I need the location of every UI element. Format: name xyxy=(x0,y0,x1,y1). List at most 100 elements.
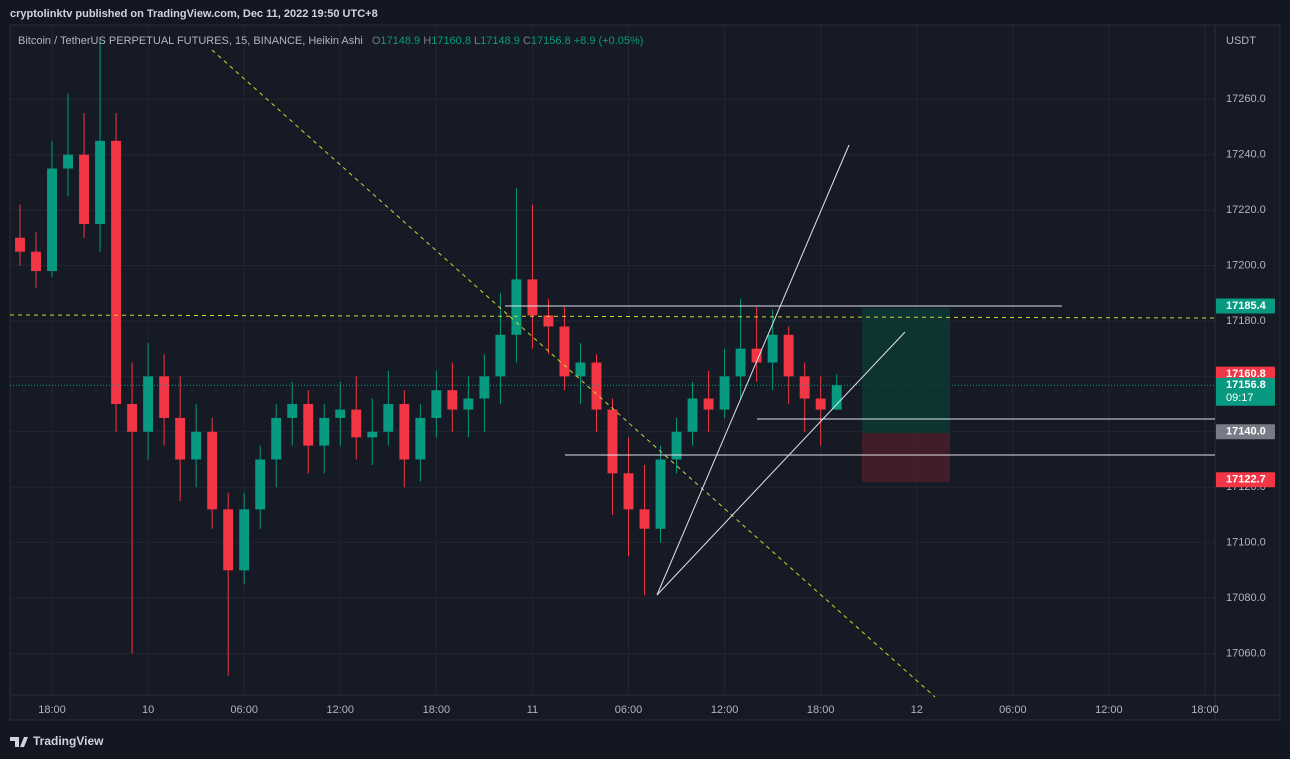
logo xyxy=(10,737,28,747)
x-tick-label: 12 xyxy=(911,704,923,716)
candle-body xyxy=(623,473,634,510)
ohlc-key: H xyxy=(423,35,431,47)
candle-body xyxy=(223,509,234,571)
candle-body xyxy=(799,376,810,399)
candle-body xyxy=(463,398,474,410)
ohlc-key: O xyxy=(372,35,381,47)
candle-body xyxy=(335,409,346,418)
countdown: 09:17 xyxy=(1226,392,1254,404)
long-stop-zone xyxy=(862,433,950,482)
symbol: Bitcoin / TetherUS PERPETUAL FUTURES, 15… xyxy=(18,35,363,47)
horizontal-line xyxy=(9,314,1216,319)
candle-body xyxy=(287,404,298,418)
y-tick-label: 17080.0 xyxy=(1226,592,1266,604)
brand: TradingView xyxy=(10,734,104,748)
trend-line xyxy=(656,331,906,596)
candle-body xyxy=(543,315,554,327)
y-tick-label: 17060.0 xyxy=(1226,647,1266,659)
ohlc-value: 17148.9 xyxy=(480,35,520,47)
ohlc-key: C xyxy=(523,35,531,47)
y-tick-label: 17180.0 xyxy=(1226,315,1266,327)
candle-body xyxy=(79,154,90,224)
candle-body xyxy=(303,404,314,446)
candle-body xyxy=(207,431,218,510)
y-tick-label: 17200.0 xyxy=(1226,259,1266,271)
y-tick-label: 17240.0 xyxy=(1226,149,1266,161)
ohlc-key: L xyxy=(474,35,480,47)
candle-body xyxy=(655,459,666,529)
candle-body xyxy=(159,376,170,418)
brand-name: TradingView xyxy=(33,734,104,748)
x-tick-label: 11 xyxy=(527,704,538,716)
candle-body xyxy=(399,404,410,460)
x-tick-label: 12:00 xyxy=(711,704,739,716)
candle-body xyxy=(687,398,698,432)
candle-body xyxy=(63,154,74,169)
y-tick-label: 17260.0 xyxy=(1226,93,1266,105)
candle-body xyxy=(239,509,250,571)
change: +8.9 (+0.05%) xyxy=(574,35,644,47)
y-tick-label: 17100.0 xyxy=(1226,537,1266,549)
candle-body xyxy=(319,417,330,446)
candle-body xyxy=(415,417,426,460)
candle-body xyxy=(479,376,490,399)
price-label: 17185.4 xyxy=(1226,300,1267,312)
trend-line xyxy=(211,49,936,698)
candle-body xyxy=(143,376,154,432)
x-tick-label: 12:00 xyxy=(327,704,355,716)
axis-currency: USDT xyxy=(1226,35,1256,47)
chart-panel xyxy=(9,24,1281,721)
candle-body xyxy=(831,385,842,410)
candle-body xyxy=(559,326,570,377)
candle-body xyxy=(95,140,106,224)
candle-body xyxy=(607,409,618,474)
candle-body xyxy=(815,398,826,410)
x-tick-label: 06:00 xyxy=(615,704,643,716)
candle-body xyxy=(367,431,378,438)
price-label: 17140.0 xyxy=(1226,426,1266,438)
candle-body xyxy=(511,279,522,335)
x-tick-label: 12:00 xyxy=(1095,704,1123,716)
candle-body xyxy=(447,390,458,410)
x-tick-label: 18:00 xyxy=(38,704,66,716)
candle-body xyxy=(719,376,730,410)
price-label: 17160.8 xyxy=(1226,368,1266,380)
candle-body xyxy=(431,390,442,418)
trend-line xyxy=(656,144,850,596)
x-tick-label: 06:00 xyxy=(230,704,258,716)
legend: Bitcoin / TetherUS PERPETUAL FUTURES, 15… xyxy=(18,35,643,47)
candle-body xyxy=(47,168,57,272)
candle-body xyxy=(591,362,602,410)
candle-body xyxy=(751,348,762,363)
x-tick-label: 18:00 xyxy=(807,704,835,716)
ohlc-value: 17148.9 xyxy=(380,35,420,47)
price-label-box xyxy=(1216,424,1275,440)
candle-body xyxy=(271,417,282,460)
price-label-box xyxy=(1216,472,1275,488)
long-target-zone xyxy=(862,308,950,433)
candle-body xyxy=(191,431,202,460)
ohlc-value: 17160.8 xyxy=(431,35,471,47)
candle-body xyxy=(495,334,506,377)
candle-body xyxy=(639,509,650,529)
x-tick-label: 10 xyxy=(142,704,154,716)
candle-body xyxy=(175,417,186,460)
candle-body xyxy=(255,459,266,510)
y-tick-label: 17220.0 xyxy=(1226,204,1266,216)
candle-body xyxy=(735,348,746,377)
price-label: 17156.8 xyxy=(1226,379,1266,391)
candle-body xyxy=(31,251,41,272)
candle-body xyxy=(127,404,138,432)
price-label-box xyxy=(1216,377,1275,406)
candle-body xyxy=(767,334,778,363)
candle-body xyxy=(15,237,25,252)
candle-body xyxy=(351,409,362,438)
candle-body xyxy=(527,279,538,316)
candle-body xyxy=(111,140,122,405)
x-tick-label: 18:00 xyxy=(1191,704,1219,716)
price-label-box xyxy=(1216,298,1275,314)
x-tick-label: 06:00 xyxy=(999,704,1027,716)
